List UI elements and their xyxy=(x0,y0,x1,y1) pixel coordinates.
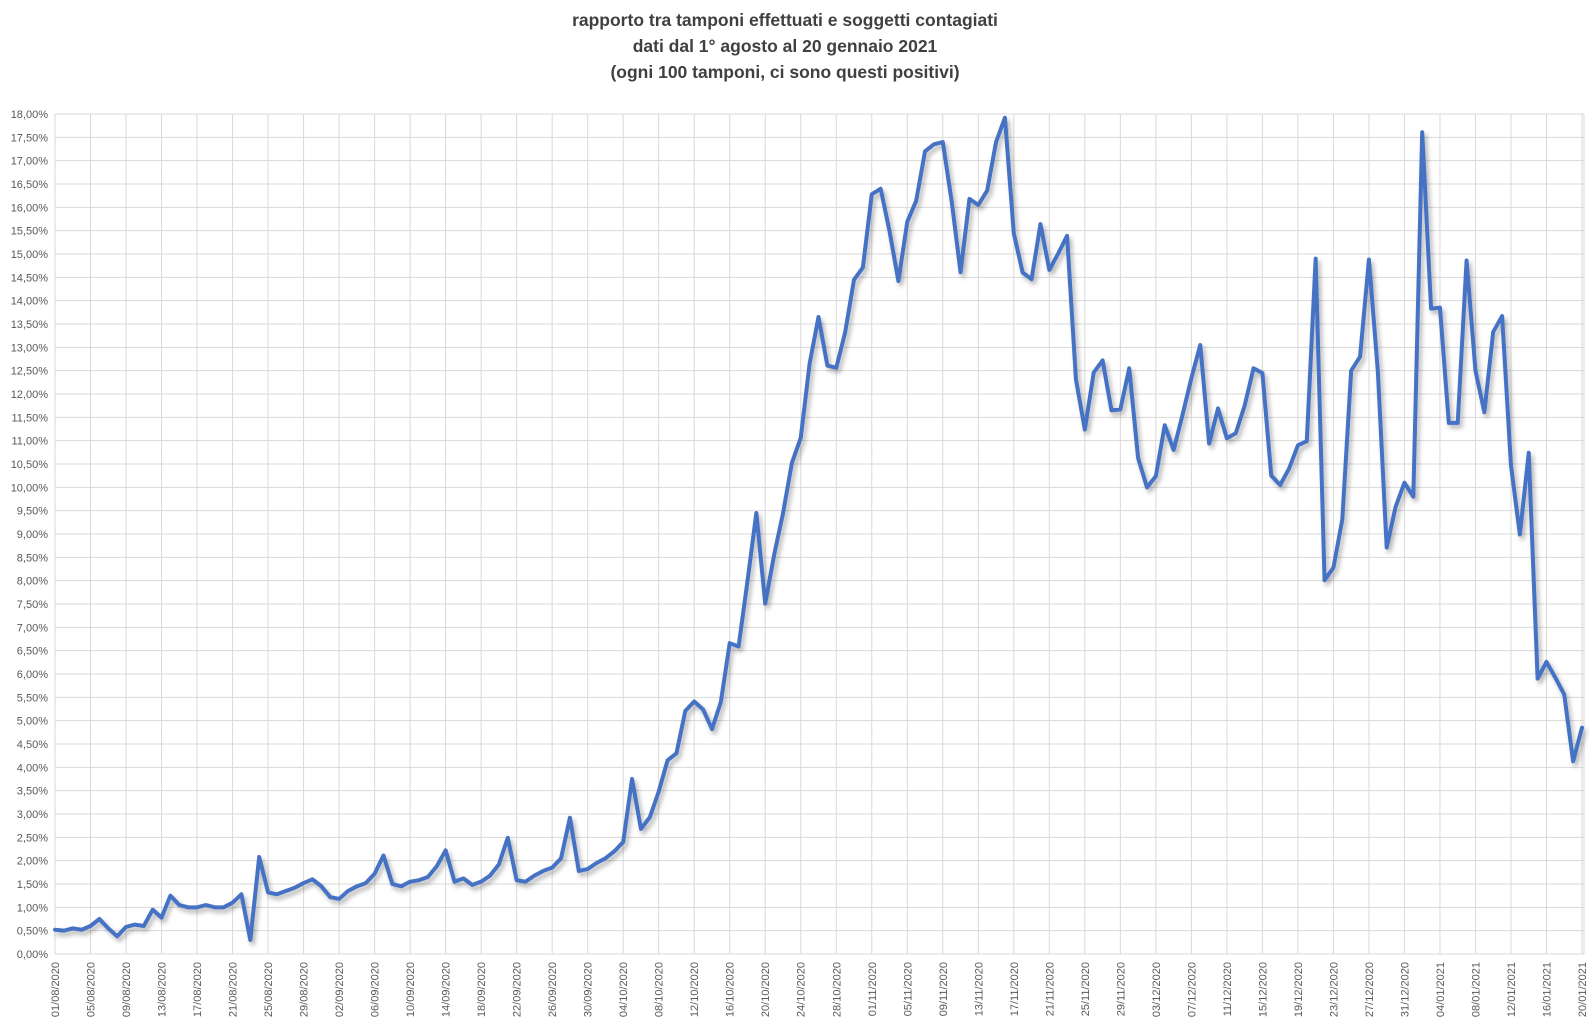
svg-text:10/09/2020: 10/09/2020 xyxy=(405,962,417,1017)
svg-text:8,00%: 8,00% xyxy=(17,576,48,588)
svg-text:28/10/2020: 28/10/2020 xyxy=(831,962,843,1017)
svg-text:12/01/2021: 12/01/2021 xyxy=(1506,962,1518,1017)
svg-text:12/10/2020: 12/10/2020 xyxy=(689,962,701,1017)
svg-text:1,00%: 1,00% xyxy=(17,902,48,914)
svg-text:6,00%: 6,00% xyxy=(17,669,48,681)
svg-text:25/11/2020: 25/11/2020 xyxy=(1080,962,1092,1016)
svg-text:11,50%: 11,50% xyxy=(12,412,49,424)
svg-text:13,50%: 13,50% xyxy=(11,319,49,331)
svg-text:10,50%: 10,50% xyxy=(11,459,49,471)
svg-text:11/12/2020: 11/12/2020 xyxy=(1222,962,1234,1016)
chart-title-line2: dati dal 1° agosto al 20 gennaio 2021 xyxy=(632,36,938,56)
svg-text:20/01/2021: 20/01/2021 xyxy=(1577,962,1589,1017)
svg-text:05/08/2020: 05/08/2020 xyxy=(86,962,98,1017)
svg-text:9,50%: 9,50% xyxy=(17,506,48,518)
svg-text:02/09/2020: 02/09/2020 xyxy=(334,962,346,1017)
svg-text:15,00%: 15,00% xyxy=(11,249,49,261)
svg-text:3,50%: 3,50% xyxy=(17,786,48,798)
svg-text:29/08/2020: 29/08/2020 xyxy=(299,962,311,1017)
svg-text:7,00%: 7,00% xyxy=(17,622,48,634)
svg-text:14,00%: 14,00% xyxy=(11,296,49,308)
svg-text:12,50%: 12,50% xyxy=(11,366,49,378)
svg-text:07/12/2020: 07/12/2020 xyxy=(1186,962,1198,1017)
svg-text:15,50%: 15,50% xyxy=(11,226,49,238)
svg-text:18,00%: 18,00% xyxy=(11,109,49,121)
chart-title-line1: rapporto tra tamponi effettuati e sogget… xyxy=(572,10,998,30)
svg-text:22/09/2020: 22/09/2020 xyxy=(512,962,524,1017)
svg-text:08/01/2021: 08/01/2021 xyxy=(1470,962,1482,1017)
svg-text:16,50%: 16,50% xyxy=(11,179,49,191)
svg-text:16/10/2020: 16/10/2020 xyxy=(725,962,737,1017)
svg-text:11,00%: 11,00% xyxy=(12,436,49,448)
svg-text:19/12/2020: 19/12/2020 xyxy=(1293,962,1305,1017)
svg-text:04/01/2021: 04/01/2021 xyxy=(1435,962,1447,1017)
svg-text:03/12/2020: 03/12/2020 xyxy=(1151,962,1163,1017)
svg-text:17/08/2020: 17/08/2020 xyxy=(192,962,204,1017)
svg-text:10,00%: 10,00% xyxy=(11,482,49,494)
x-axis-tick-labels: 01/08/2020 05/08/2020 09/08/2020 13/08/2020… xyxy=(50,962,1589,1017)
svg-text:29/11/2020: 29/11/2020 xyxy=(1115,962,1127,1016)
svg-text:17/11/2020: 17/11/2020 xyxy=(1009,962,1021,1016)
svg-text:06/09/2020: 06/09/2020 xyxy=(370,962,382,1017)
svg-text:9,00%: 9,00% xyxy=(17,529,48,541)
svg-text:24/10/2020: 24/10/2020 xyxy=(796,962,808,1017)
svg-text:05/11/2020: 05/11/2020 xyxy=(902,962,914,1016)
svg-text:21/08/2020: 21/08/2020 xyxy=(228,962,240,1017)
svg-text:12,00%: 12,00% xyxy=(11,389,49,401)
svg-text:8,50%: 8,50% xyxy=(17,552,48,564)
svg-text:01/11/2020: 01/11/2020 xyxy=(867,962,879,1016)
svg-text:7,50%: 7,50% xyxy=(17,599,48,611)
grid-lines xyxy=(54,113,1585,955)
svg-text:2,50%: 2,50% xyxy=(17,832,48,844)
svg-text:16,00%: 16,00% xyxy=(11,202,49,214)
svg-text:4,50%: 4,50% xyxy=(17,739,48,751)
svg-text:1,50%: 1,50% xyxy=(17,879,48,891)
svg-text:14/09/2020: 14/09/2020 xyxy=(441,962,453,1017)
svg-text:6,50%: 6,50% xyxy=(17,646,48,658)
svg-text:31/12/2020: 31/12/2020 xyxy=(1399,962,1411,1017)
svg-text:26/09/2020: 26/09/2020 xyxy=(547,962,559,1017)
data-series-line xyxy=(53,115,1584,942)
svg-text:15/12/2020: 15/12/2020 xyxy=(1257,962,1269,1017)
svg-text:01/08/2020: 01/08/2020 xyxy=(50,962,62,1017)
svg-text:0,50%: 0,50% xyxy=(17,926,48,938)
svg-text:30/09/2020: 30/09/2020 xyxy=(583,962,595,1017)
svg-text:13/08/2020: 13/08/2020 xyxy=(157,962,169,1017)
svg-text:20/10/2020: 20/10/2020 xyxy=(760,962,772,1017)
svg-text:14,50%: 14,50% xyxy=(11,272,49,284)
svg-text:04/10/2020: 04/10/2020 xyxy=(618,962,630,1017)
svg-text:27/12/2020: 27/12/2020 xyxy=(1364,962,1376,1017)
svg-text:13,00%: 13,00% xyxy=(11,342,49,354)
svg-text:17,00%: 17,00% xyxy=(11,156,49,168)
svg-text:17,50%: 17,50% xyxy=(11,132,49,144)
svg-text:5,50%: 5,50% xyxy=(17,692,48,704)
svg-text:5,00%: 5,00% xyxy=(17,716,48,728)
svg-text:4,00%: 4,00% xyxy=(17,762,48,774)
chart-title-line3: (ogni 100 tamponi, ci sono questi positi… xyxy=(610,62,960,82)
y-axis-tick-labels: 0,00% 0,50% 1,00% 1,50% 2,00% 2,50% 3,00% 3,50%… xyxy=(11,109,49,961)
svg-text:23/12/2020: 23/12/2020 xyxy=(1328,962,1340,1017)
svg-text:09/08/2020: 09/08/2020 xyxy=(121,962,133,1017)
svg-text:25/08/2020: 25/08/2020 xyxy=(263,962,275,1017)
svg-text:21/11/2020: 21/11/2020 xyxy=(1044,962,1056,1016)
svg-text:16/01/2021: 16/01/2021 xyxy=(1541,962,1553,1017)
svg-text:13/11/2020: 13/11/2020 xyxy=(973,962,985,1016)
chart-title: rapporto tra tamponi effettuati e sogget… xyxy=(0,7,1570,85)
svg-text:3,00%: 3,00% xyxy=(17,809,48,821)
svg-text:09/11/2020: 09/11/2020 xyxy=(938,962,950,1016)
svg-text:18/09/2020: 18/09/2020 xyxy=(476,962,488,1017)
svg-text:2,00%: 2,00% xyxy=(17,856,48,868)
svg-text:0,00%: 0,00% xyxy=(17,949,48,961)
svg-text:08/10/2020: 08/10/2020 xyxy=(654,962,666,1017)
